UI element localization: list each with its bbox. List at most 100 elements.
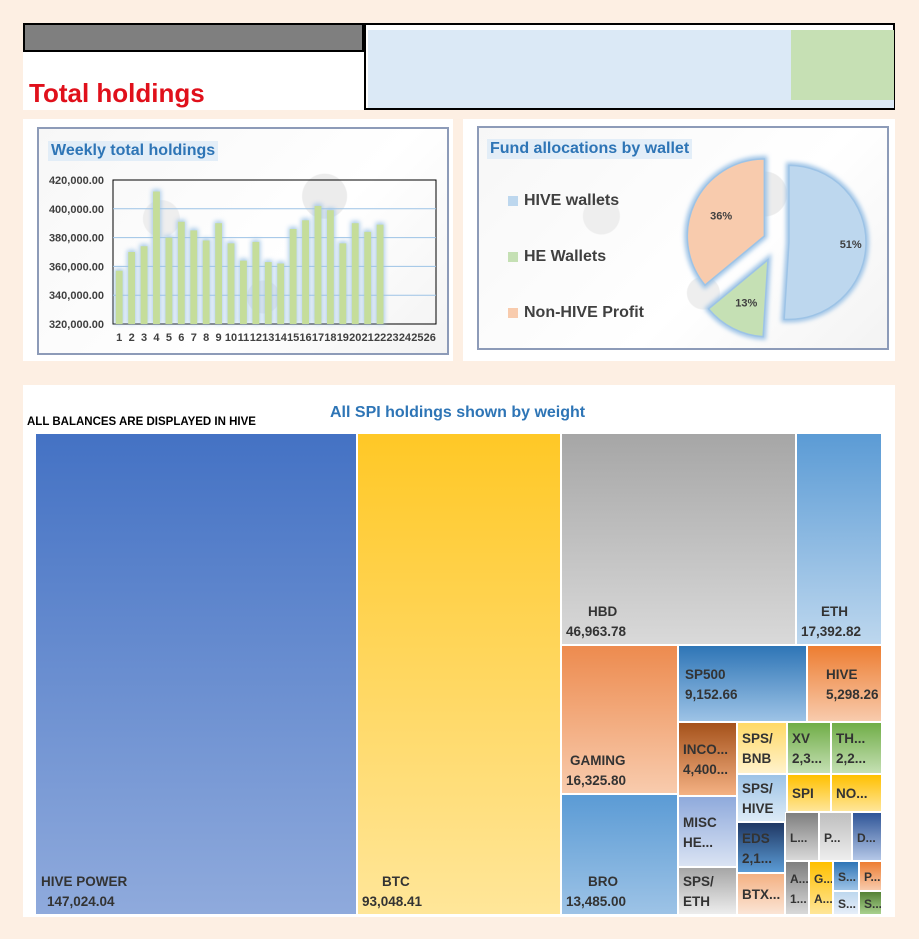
tile-name: EDS — [742, 830, 770, 846]
treemap-tile-label: BTC 93,048.41 — [362, 872, 422, 912]
tile-name: A... — [790, 872, 809, 886]
weekly-bar — [215, 223, 223, 324]
treemap-tile-label: P... — [864, 867, 880, 887]
treemap-tile-label: A... 1... — [790, 869, 809, 909]
tile-name: MISC — [683, 814, 717, 830]
tile-name: XV — [792, 731, 811, 746]
weekly-plot-area — [112, 179, 437, 325]
tile-name: SP500 — [685, 666, 726, 682]
treemap-tile-s3: S... — [859, 891, 882, 915]
treemap-tile-label: S... — [864, 894, 882, 914]
weekly-chart-panel: 320,000.00 340,000.00 360,000.00 380,000.00… — [37, 127, 449, 355]
treemap-tile-label: HBD 46,963.78 — [566, 602, 626, 642]
tile-name: P... — [824, 830, 841, 845]
treemap-tile-label: MISC HE... — [683, 813, 717, 853]
pie-legend-item: Non-HIVE Profit — [508, 304, 644, 322]
header: Total holdings — [23, 23, 895, 110]
pie-slice — [783, 164, 867, 321]
treemap-tile-income: INCO... 4,400... — [678, 722, 737, 796]
treemap-tile-label: SPS/HIVE — [742, 779, 774, 819]
tile-value: 13,485.00 — [566, 894, 627, 909]
treemap-tile-label: SPI — [792, 784, 814, 804]
tile-value: 147,024.04 — [47, 894, 115, 909]
tile-value: HIVE — [742, 801, 774, 816]
tile-name: SPS/ — [742, 781, 773, 796]
treemap-tile-spi: SPI — [787, 774, 831, 812]
tile-name: L... — [790, 830, 808, 845]
treemap-tile-label: ETH 17,392.82 — [801, 602, 861, 642]
weekly-ytick-label: 360,000.00 — [49, 261, 104, 273]
pie-legend-item: HIVE wallets — [508, 192, 619, 210]
pie-slice-label: 36% — [710, 211, 732, 223]
pie-chart-panel: 51% 13% 36% Fund allocations by wallet HIV… — [477, 126, 889, 350]
tile-value: 17,392.82 — [801, 624, 862, 639]
tile-name: HIVE POWER — [41, 874, 128, 889]
treemap-tile-label: S... — [838, 867, 856, 887]
weekly-bar — [326, 210, 334, 324]
treemap-tile-label: HIVE POWER 147,024.04 — [41, 872, 127, 912]
weekly-xtick-label: 25 — [411, 332, 423, 344]
weekly-ytick-label: 380,000.00 — [49, 233, 104, 245]
treemap-tile-eth: ETH 17,392.82 — [796, 433, 882, 645]
tile-value: 4,400... — [683, 762, 729, 777]
treemap-tile-eds: EDS 2,1... — [737, 822, 785, 873]
legend-swatch — [508, 308, 518, 318]
weekly-xtick-label: 21 — [362, 332, 374, 344]
treemap-tile-btc: BTC 93,048.41 — [357, 433, 561, 915]
pie-chart-container: 51% 13% 36% Fund allocations by wallet HIV… — [463, 119, 895, 361]
weekly-bar — [165, 237, 173, 324]
tile-name: SPS/ — [742, 731, 773, 746]
treemap-tile-no: NO... — [831, 774, 882, 812]
treemap-tile-label: EDS 2,1... — [742, 829, 772, 869]
weekly-bar — [240, 260, 247, 324]
tile-name: S... — [864, 897, 882, 911]
tile-value: 1... — [790, 892, 807, 906]
tile-value: 2,1... — [742, 850, 773, 866]
pie-legend-item: HE Wallets — [508, 248, 606, 266]
pie-chart-title: Fund allocations by wallet — [487, 139, 693, 159]
header-frame — [364, 23, 895, 110]
tile-value: 46,963.78 — [566, 624, 627, 639]
weekly-xtick-label: 12 — [250, 332, 262, 344]
treemap-tile-p1: P... — [819, 812, 852, 861]
treemap-tile-sps-bnb: SPS/BNB — [737, 722, 787, 774]
weekly-xtick-label: 20 — [349, 332, 361, 344]
treemap-tile-btx: BTX... — [737, 873, 785, 915]
header-grey-bar — [23, 23, 364, 52]
weekly-xtick-label: 23 — [386, 332, 398, 344]
treemap-tile-a1: A... 1... — [785, 861, 809, 915]
treemap-tile-label: XV 2,3... — [792, 729, 822, 769]
weekly-ytick-label: 420,000.00 — [49, 175, 104, 187]
treemap-tile-g: G... A... — [809, 861, 833, 915]
weekly-ytick-label: 340,000.00 — [49, 290, 104, 302]
legend-swatch — [508, 252, 518, 262]
treemap-tile-xv: XV 2,3... — [787, 722, 831, 774]
weekly-bar — [227, 243, 235, 324]
tile-name: G... — [814, 872, 833, 886]
pie-slice-label: 13% — [735, 297, 757, 309]
tile-name: SPS/ — [683, 874, 714, 889]
weekly-bar — [177, 221, 185, 324]
weekly-xtick-label: 11 — [238, 332, 250, 344]
legend-label: HIVE wallets — [524, 192, 620, 209]
weekly-xtick-label: 18 — [324, 332, 336, 344]
tile-name: SPI — [792, 786, 814, 801]
treemap-tile-label: L... — [790, 828, 807, 848]
tile-value: 93,048.41 — [362, 894, 423, 909]
tile-name: HIVE — [826, 666, 858, 682]
weekly-bar — [252, 241, 260, 324]
weekly-bar — [351, 223, 359, 324]
treemap-tile-hive-power: HIVE POWER 147,024.04 — [35, 433, 357, 915]
weekly-bar — [128, 252, 136, 324]
tile-name: ETH — [821, 604, 848, 619]
treemap-tile-label: GAMING 16,325.80 — [566, 751, 626, 791]
treemap-tile-misc-he: MISC HE... — [678, 796, 737, 867]
weekly-xtick-label: 19 — [337, 332, 349, 344]
tile-value: BNB — [742, 751, 772, 766]
treemap-title: All SPI holdings shown by weight — [330, 404, 586, 421]
weekly-xtick-label: 1 — [116, 332, 122, 344]
tile-name: S... — [838, 870, 857, 884]
treemap-tile-sps-eth: SPS/ETH — [678, 867, 737, 915]
treemap-tile-label: NO... — [836, 784, 868, 804]
treemap-tile-th: TH... 2,2... — [831, 722, 882, 774]
